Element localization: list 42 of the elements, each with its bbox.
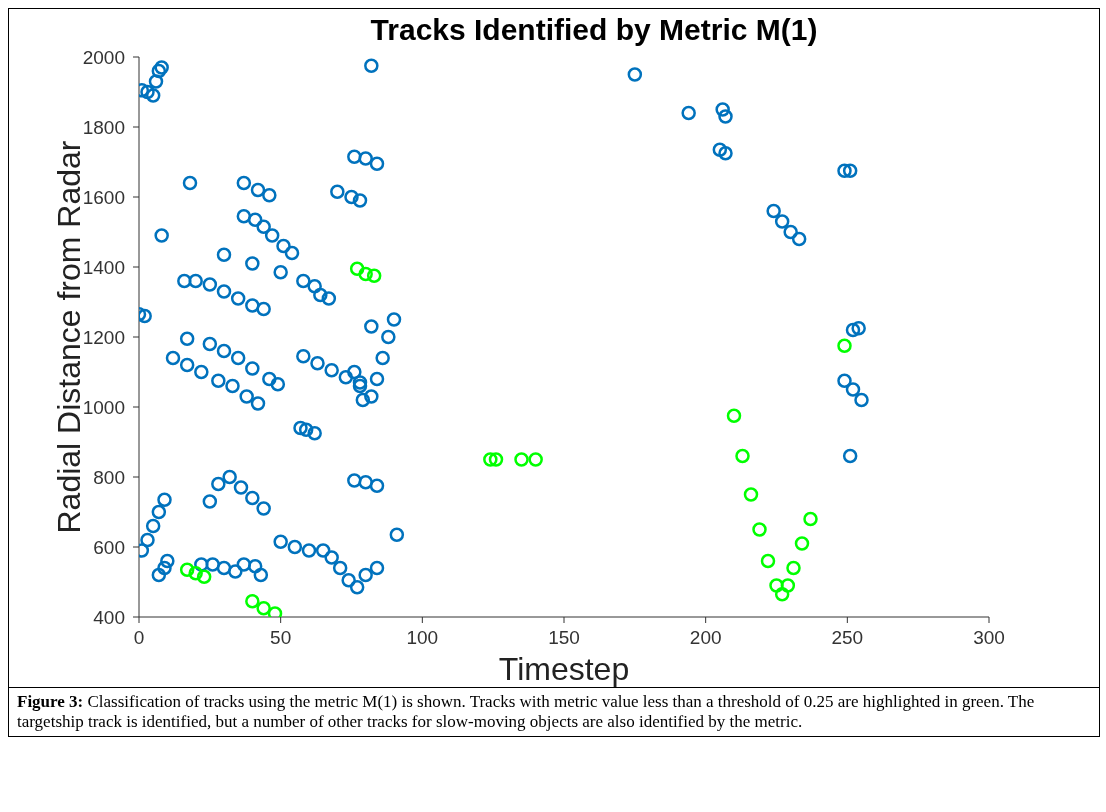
y-tick-label: 1200 [82, 326, 125, 348]
point [528, 452, 543, 467]
x-axis-title: Timestep [498, 650, 630, 687]
point [366, 268, 382, 283]
point [179, 562, 195, 577]
point [786, 560, 801, 576]
point [256, 601, 271, 616]
y-tick-label: 800 [93, 466, 125, 488]
x-tick-label: 0 [133, 627, 145, 649]
x-tick-label: 300 [973, 627, 1005, 649]
x-tick-label: 100 [406, 627, 439, 649]
point [837, 338, 852, 353]
point [735, 448, 750, 464]
point [196, 569, 212, 584]
y-tick-label: 400 [93, 606, 125, 628]
x-tick-label: 150 [548, 627, 580, 649]
chart-title: Tracks Identified by Metric M(1) [369, 13, 819, 47]
point [514, 452, 529, 467]
point [752, 522, 767, 537]
point [803, 511, 818, 527]
point [774, 587, 790, 602]
y-tick-label: 1800 [82, 116, 125, 138]
point [349, 261, 365, 276]
point [483, 452, 498, 467]
point [780, 578, 796, 593]
point [794, 536, 810, 551]
point [743, 487, 759, 502]
point [488, 452, 504, 467]
point [760, 553, 776, 569]
y-tick-label: 1600 [82, 186, 125, 208]
point [358, 266, 373, 282]
x-tick-label: 200 [689, 627, 722, 649]
x-tick-label: 50 [270, 627, 292, 649]
point [726, 408, 742, 423]
y-tick-label: 1400 [82, 256, 125, 278]
y-tick-label: 2000 [82, 46, 125, 68]
x-tick-label: 250 [831, 627, 864, 649]
point [188, 566, 203, 581]
y-tick-label: 600 [93, 536, 125, 558]
point [245, 594, 260, 609]
point [769, 578, 784, 593]
caption: Figure 3: Classification of tracks using the metric M(1) is shown. Tracks with metric value less than a threshold of 0.25 are highlighted in green. The targetship track is identified, but a number of other tracks for slow-moving objects are also identified by the metric. [9, 687, 1099, 736]
